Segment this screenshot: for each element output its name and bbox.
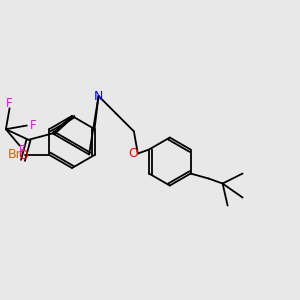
Text: F: F <box>29 119 36 132</box>
Text: O: O <box>128 147 138 160</box>
Text: N: N <box>94 89 103 103</box>
Text: F: F <box>6 97 13 110</box>
Text: F: F <box>19 144 26 157</box>
Text: Br: Br <box>8 148 22 161</box>
Text: O: O <box>18 149 28 162</box>
